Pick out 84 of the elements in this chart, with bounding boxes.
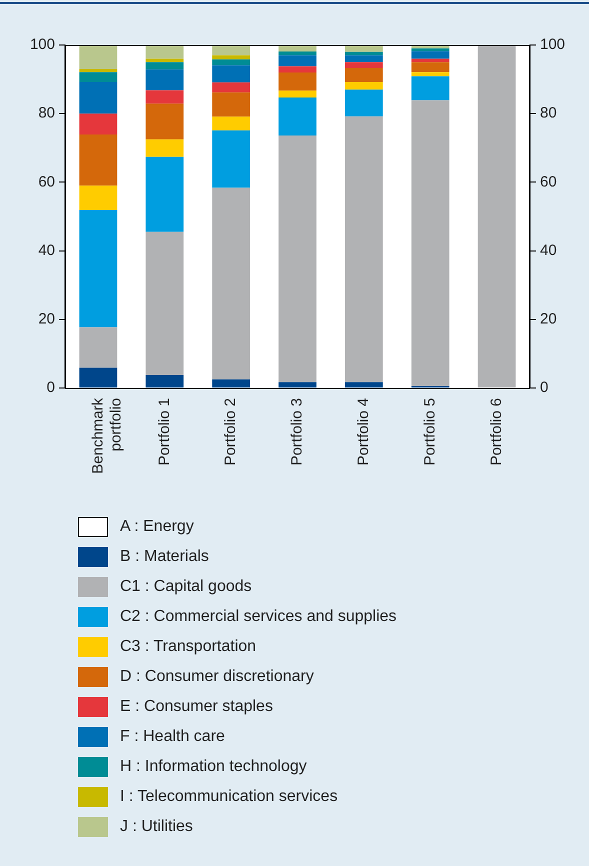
bar [212,55,250,60]
bar [146,374,184,388]
bar [79,210,118,328]
bar [212,379,250,388]
bar [79,69,118,72]
y-tick-label: 40 [38,242,55,259]
legend-label: C3 : Transportation [120,638,256,656]
x-tick-label: Portfolio 1 [156,398,173,466]
bar [79,186,118,210]
bar [411,100,450,386]
bar [278,90,316,98]
legend-label: B : Materials [120,548,209,566]
legend-label: J : Utilities [120,818,193,836]
bar [212,188,250,380]
bar [278,72,316,91]
bar [411,76,450,100]
bar [278,52,316,56]
legend-label: H : Information technology [120,758,307,776]
bar [411,72,450,76]
bar [344,90,383,116]
x-tick-label: Benchmark portfolio [89,398,124,474]
bar [212,59,250,66]
legend-label: I : Telecommunication services [120,788,338,806]
bar [79,134,118,186]
y2-tick-label: 40 [540,242,557,259]
legend-label: C1 : Capital goods [120,578,252,596]
bar [278,66,316,72]
bar [212,65,250,82]
bar [278,55,316,66]
legend-label: E : Consumer staples [120,698,273,716]
x-tick-label: Portfolio 2 [222,398,240,466]
bar [146,58,184,62]
bar [278,97,316,136]
bar [344,116,383,382]
bar [79,327,118,368]
bar [212,130,250,188]
y-tick-label: 100 [30,36,55,54]
bar [212,92,250,117]
bar [146,104,184,140]
bar [344,382,383,388]
bar [146,156,184,232]
bar [411,51,450,59]
bar [79,114,118,135]
bar [411,58,450,62]
bar [79,82,118,114]
bar [278,382,316,388]
x-tick-label: Portfolio 4 [355,398,372,466]
bar [146,232,184,375]
bar [478,45,516,388]
legend-label: F : Health care [120,728,225,746]
bar [146,69,184,90]
bar [146,90,184,104]
x-tick-label: Portfolio 6 [488,398,505,466]
bar [146,45,184,59]
bar [344,52,383,56]
bar [344,55,383,62]
bar [146,62,184,70]
bar [411,62,450,72]
bar [212,45,250,56]
y-tick-label: 80 [38,104,55,122]
bar [79,368,118,388]
bar [79,72,118,82]
bar [278,136,316,382]
bar [79,45,118,70]
legend-label: D : Consumer discretionary [120,668,314,686]
y-tick-label: 0 [46,379,55,396]
legend-label: A : Energy [120,518,194,536]
x-tick-label: Portfolio 5 [422,398,438,466]
y2-tick-label: 60 [540,173,557,190]
bar [212,82,250,92]
y2-tick-label: 0 [540,379,548,396]
bar [344,62,383,68]
bar [212,116,250,130]
x-tick-label: Portfolio 3 [288,398,306,466]
bar [344,82,383,90]
y-tick-label: 20 [38,310,55,328]
legend-label: C2 : Commercial services and supplies [120,608,397,626]
bar [411,48,450,52]
y2-tick-label: 80 [540,104,557,122]
y2-tick-label: 100 [540,36,566,54]
y-tick-label: 60 [38,173,55,190]
bar [146,139,184,157]
y2-tick-label: 20 [540,310,557,328]
bar [344,68,383,82]
